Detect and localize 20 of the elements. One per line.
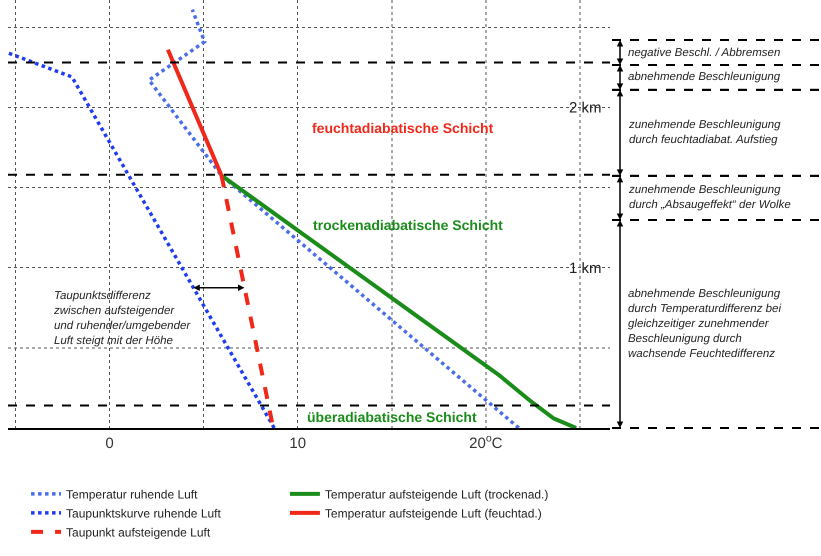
annotation: Taupunktsdifferenz zwischen aufsteigender und ruhender/umgebender Luft steigt mit der Höhe	[53, 290, 192, 347]
text: zunehmende Beschleunigung durch „Absaugeffekt“ der Wolke	[628, 184, 791, 211]
x-tick-label: 10	[289, 435, 306, 452]
text: negative Beschl. / Abbremsen	[628, 47, 780, 59]
annotation: feuchtadiabatische Schicht	[312, 120, 494, 136]
x-tick-label: 0	[105, 435, 114, 452]
legend-label: Temperatur aufsteigende Luft (feuchtad.)	[324, 506, 542, 521]
text: abnehmende Beschleunigung	[628, 71, 781, 83]
legend-label: Temperatur ruhende Luft	[66, 488, 198, 502]
y-tick-label: 2 km	[569, 100, 602, 117]
annotation: überadiabatische Schicht	[307, 409, 477, 425]
x-tick-label: 20$^{o}$C	[469, 432, 503, 452]
text: abnehmende Beschleunigung durch Temperaturdifferenz bei gleichzeitiger zunehmender Beschleunigung durch wachsende Feuchtedifferenz	[628, 288, 782, 360]
annotation: trockenadiabatische Schicht	[313, 217, 504, 233]
line-series	[220, 174, 578, 428]
legend-label: Temperatur aufsteigende Luft (trockenad.)	[324, 488, 548, 502]
legend-label: Taupunktskurve ruhende Luft	[66, 506, 222, 521]
y-tick-label: 1 km	[569, 260, 602, 277]
legend-label: Taupunkt aufsteigende Luft	[66, 526, 211, 540]
text: zunehmende Beschleunigung durch feuchtadiabat. Aufstieg	[628, 119, 782, 146]
